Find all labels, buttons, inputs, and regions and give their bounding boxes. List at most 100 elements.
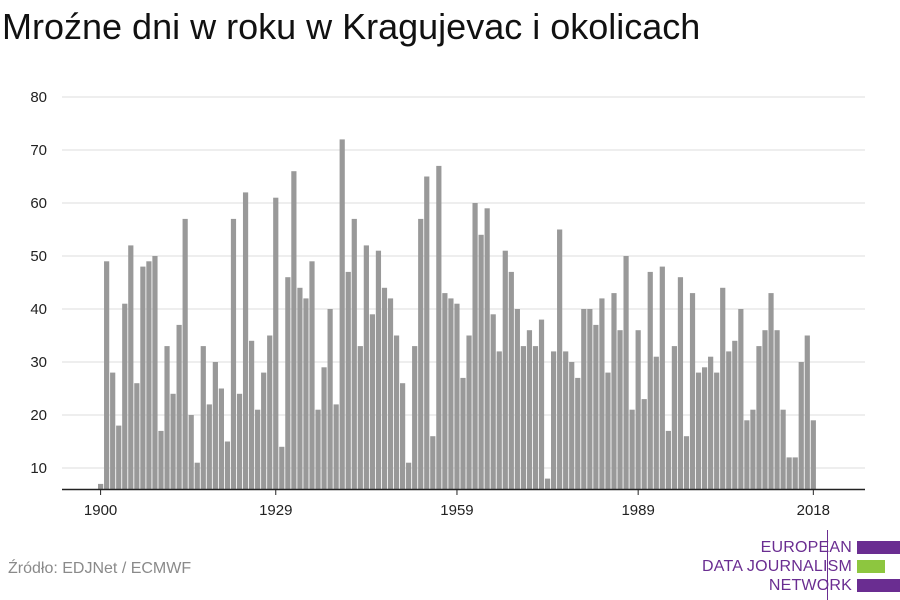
bar-1953 bbox=[418, 218, 424, 489]
x-tick-label: 2018 bbox=[797, 502, 830, 519]
bar-1928 bbox=[267, 335, 273, 489]
bar-2012 bbox=[774, 330, 780, 489]
bar-1982 bbox=[593, 324, 599, 489]
bar-1922 bbox=[230, 218, 237, 489]
bar-1999 bbox=[695, 372, 702, 489]
bar-2002 bbox=[714, 372, 720, 489]
bar-1978 bbox=[569, 362, 575, 489]
y-tick-labels: 10 20 30 40 50 60 70 80 bbox=[30, 89, 47, 477]
bar-1972 bbox=[532, 346, 539, 489]
bar-1927 bbox=[261, 372, 267, 489]
bars bbox=[98, 139, 816, 490]
bar-1988 bbox=[629, 409, 635, 489]
x-tick-label: 1989 bbox=[621, 502, 654, 519]
bar-1991 bbox=[647, 271, 653, 489]
bar-1935 bbox=[309, 261, 315, 489]
bar-1989 bbox=[635, 330, 641, 489]
bar-1995 bbox=[671, 346, 677, 489]
y-tick-label: 40 bbox=[30, 301, 47, 318]
bar-2011 bbox=[768, 293, 774, 489]
bar-2018 bbox=[810, 420, 816, 489]
bar-1954 bbox=[424, 176, 430, 489]
bar-2016 bbox=[798, 362, 804, 489]
bar-1925 bbox=[249, 340, 255, 489]
bar-2004 bbox=[726, 351, 732, 489]
bar-1914 bbox=[182, 218, 188, 489]
bar-1926 bbox=[255, 409, 261, 489]
bar-1945 bbox=[369, 314, 375, 489]
bar-1941 bbox=[345, 271, 351, 489]
bar-1924 bbox=[242, 192, 249, 489]
bar-1937 bbox=[321, 367, 327, 489]
logo-line-1: EUROPEAN bbox=[760, 539, 852, 556]
bar-1912 bbox=[170, 393, 176, 489]
bar-1976 bbox=[557, 229, 563, 489]
bar-1952 bbox=[412, 346, 418, 489]
bar-1990 bbox=[641, 399, 647, 489]
bar-1977 bbox=[563, 351, 569, 489]
bar-1931 bbox=[285, 277, 291, 489]
bar-1932 bbox=[291, 171, 297, 489]
edjnet-logo: EUROPEAN DATA JOURNALISM NETWORK bbox=[700, 530, 900, 600]
y-tick-label: 20 bbox=[30, 407, 47, 424]
bar-1938 bbox=[327, 309, 333, 489]
bar-1920 bbox=[218, 388, 224, 489]
bar-1948 bbox=[387, 298, 394, 489]
bar-1943 bbox=[357, 346, 363, 489]
bar-1968 bbox=[508, 271, 514, 489]
bar-1944 bbox=[363, 245, 369, 489]
bar-2001 bbox=[708, 356, 714, 489]
bar-1933 bbox=[297, 287, 303, 489]
bar-1902 bbox=[110, 372, 116, 489]
bar-1983 bbox=[599, 298, 605, 489]
bar-1957 bbox=[442, 293, 448, 489]
bar-1919 bbox=[212, 362, 218, 489]
bar-1981 bbox=[587, 309, 593, 489]
bar-1975 bbox=[551, 351, 557, 489]
bar-2007 bbox=[744, 420, 750, 489]
bar-1929 bbox=[273, 197, 279, 489]
bar-2003 bbox=[720, 287, 726, 489]
bar-2017 bbox=[804, 335, 810, 489]
bar-1942 bbox=[351, 218, 357, 489]
bar-1951 bbox=[406, 462, 412, 489]
bar-1979 bbox=[575, 377, 581, 489]
bar-1992 bbox=[653, 356, 659, 489]
bar-1974 bbox=[544, 478, 551, 489]
bar-1998 bbox=[689, 293, 696, 489]
bar-1934 bbox=[303, 298, 309, 489]
bar-1916 bbox=[194, 462, 200, 489]
bar-1987 bbox=[623, 256, 629, 489]
logo-line-3: NETWORK bbox=[768, 577, 852, 594]
bar-1950 bbox=[400, 383, 406, 489]
bar-1939 bbox=[333, 404, 339, 489]
bar-1900 bbox=[98, 483, 104, 489]
bar-2009 bbox=[756, 346, 762, 489]
bar-1947 bbox=[381, 287, 388, 489]
chart-title: Mroźne dni w roku w Kragujevac i okolica… bbox=[2, 6, 701, 47]
bar-1961 bbox=[466, 335, 472, 489]
y-tick-label: 10 bbox=[30, 460, 47, 477]
bar-1923 bbox=[236, 393, 243, 489]
y-tick-label: 80 bbox=[30, 89, 47, 106]
bar-1905 bbox=[128, 245, 134, 489]
bar-1955 bbox=[430, 436, 436, 489]
bar-2000 bbox=[702, 367, 708, 489]
bar-1906 bbox=[134, 383, 140, 489]
bar-1901 bbox=[104, 261, 110, 489]
bar-1907 bbox=[140, 266, 146, 489]
bar-1917 bbox=[200, 346, 206, 489]
logo-divider bbox=[827, 530, 828, 600]
y-tick-label: 60 bbox=[30, 195, 47, 212]
bar-1930 bbox=[279, 446, 285, 489]
bar-2014 bbox=[786, 457, 792, 489]
bar-1969 bbox=[514, 309, 520, 489]
bar-1940 bbox=[339, 139, 345, 489]
bar-1904 bbox=[122, 303, 128, 489]
bar-1966 bbox=[496, 351, 502, 489]
bar-2005 bbox=[732, 340, 738, 489]
bar-1960 bbox=[460, 377, 466, 489]
bar-1909 bbox=[152, 256, 158, 489]
y-tick-label: 30 bbox=[30, 354, 47, 371]
